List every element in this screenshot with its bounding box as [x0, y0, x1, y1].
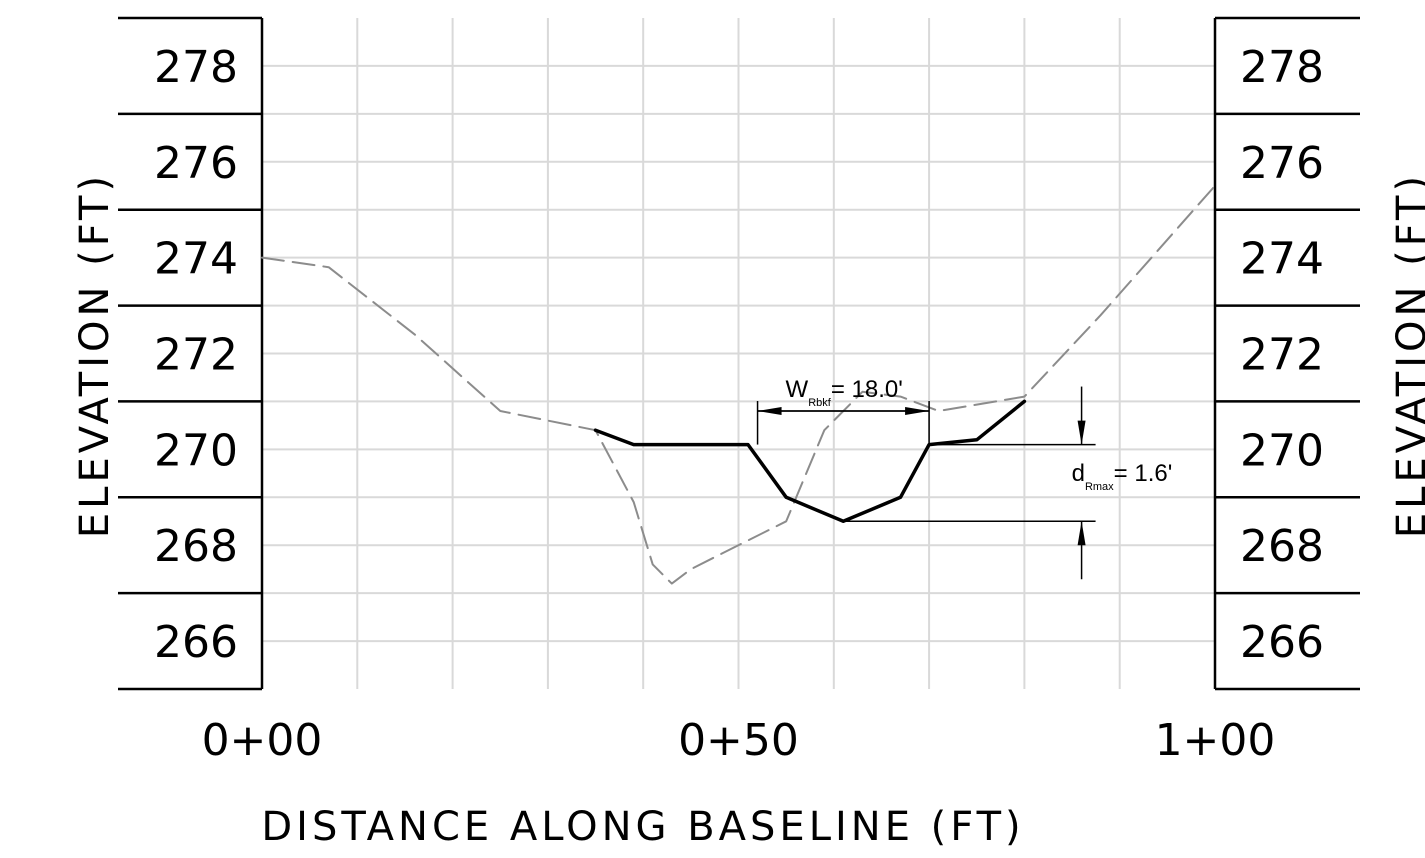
y-tick-label-left: 274 [154, 234, 238, 285]
width-annotation-value: = 18.0' [831, 376, 903, 403]
depth-arrow-top [1077, 420, 1086, 445]
y-tick-label-right: 266 [1240, 617, 1324, 668]
existing-ground-profile-line [261, 184, 1216, 585]
y-tick-label-right: 268 [1240, 521, 1324, 572]
dimension-annotations: WRbkf= 18.0' dRmax= 1.6' [756, 376, 1173, 580]
depth-annotation-label: dRmax= 1.6' [1072, 460, 1173, 493]
y-tick-label-left: 270 [154, 425, 238, 476]
y-tick-label-right: 278 [1240, 42, 1324, 93]
y-tick-label-left: 276 [154, 138, 238, 189]
y-tick-label-left: 278 [154, 42, 238, 93]
grid-lines [262, 18, 1215, 689]
depth-annotation-sub: Rmax [1085, 481, 1114, 493]
depth-arrow-bottom [1077, 521, 1086, 546]
width-annotation-sub: Rbkf [808, 397, 832, 409]
width-annotation-main: W [786, 376, 809, 403]
y-tick-label-right: 274 [1240, 234, 1324, 285]
x-tick-label: 0+00 [202, 715, 323, 766]
width-annotation-label: WRbkf= 18.0' [786, 376, 903, 409]
y-tick-label-left: 268 [154, 521, 238, 572]
profile-series [261, 184, 1216, 585]
x-tick-label: 1+00 [1155, 715, 1276, 766]
y-tick-label-right: 276 [1240, 138, 1324, 189]
x-axis-label: DISTANCE ALONG BASELINE (FT) [261, 804, 1024, 850]
y-axis-label-right: ELEVATION (FT) [1389, 172, 1425, 538]
y-tick-label-right: 270 [1240, 425, 1324, 476]
y-tick-label-left: 266 [154, 617, 238, 668]
depth-annotation-main: d [1072, 460, 1085, 487]
depth-annotation-value: = 1.6' [1114, 460, 1173, 487]
proposed-channel-profile-line [593, 399, 1027, 524]
width-arrow-left [757, 407, 782, 416]
y-tick-label-left: 272 [154, 330, 238, 381]
y-axis-label-left: ELEVATION (FT) [72, 172, 118, 538]
y-tick-label-right: 272 [1240, 330, 1324, 381]
width-arrow-right [905, 407, 930, 416]
elevation-scales: 266 266 268 268 270 270 272 272 274 274 276 276 278 2… [118, 16, 1360, 766]
x-tick-label: 0+50 [678, 715, 799, 766]
